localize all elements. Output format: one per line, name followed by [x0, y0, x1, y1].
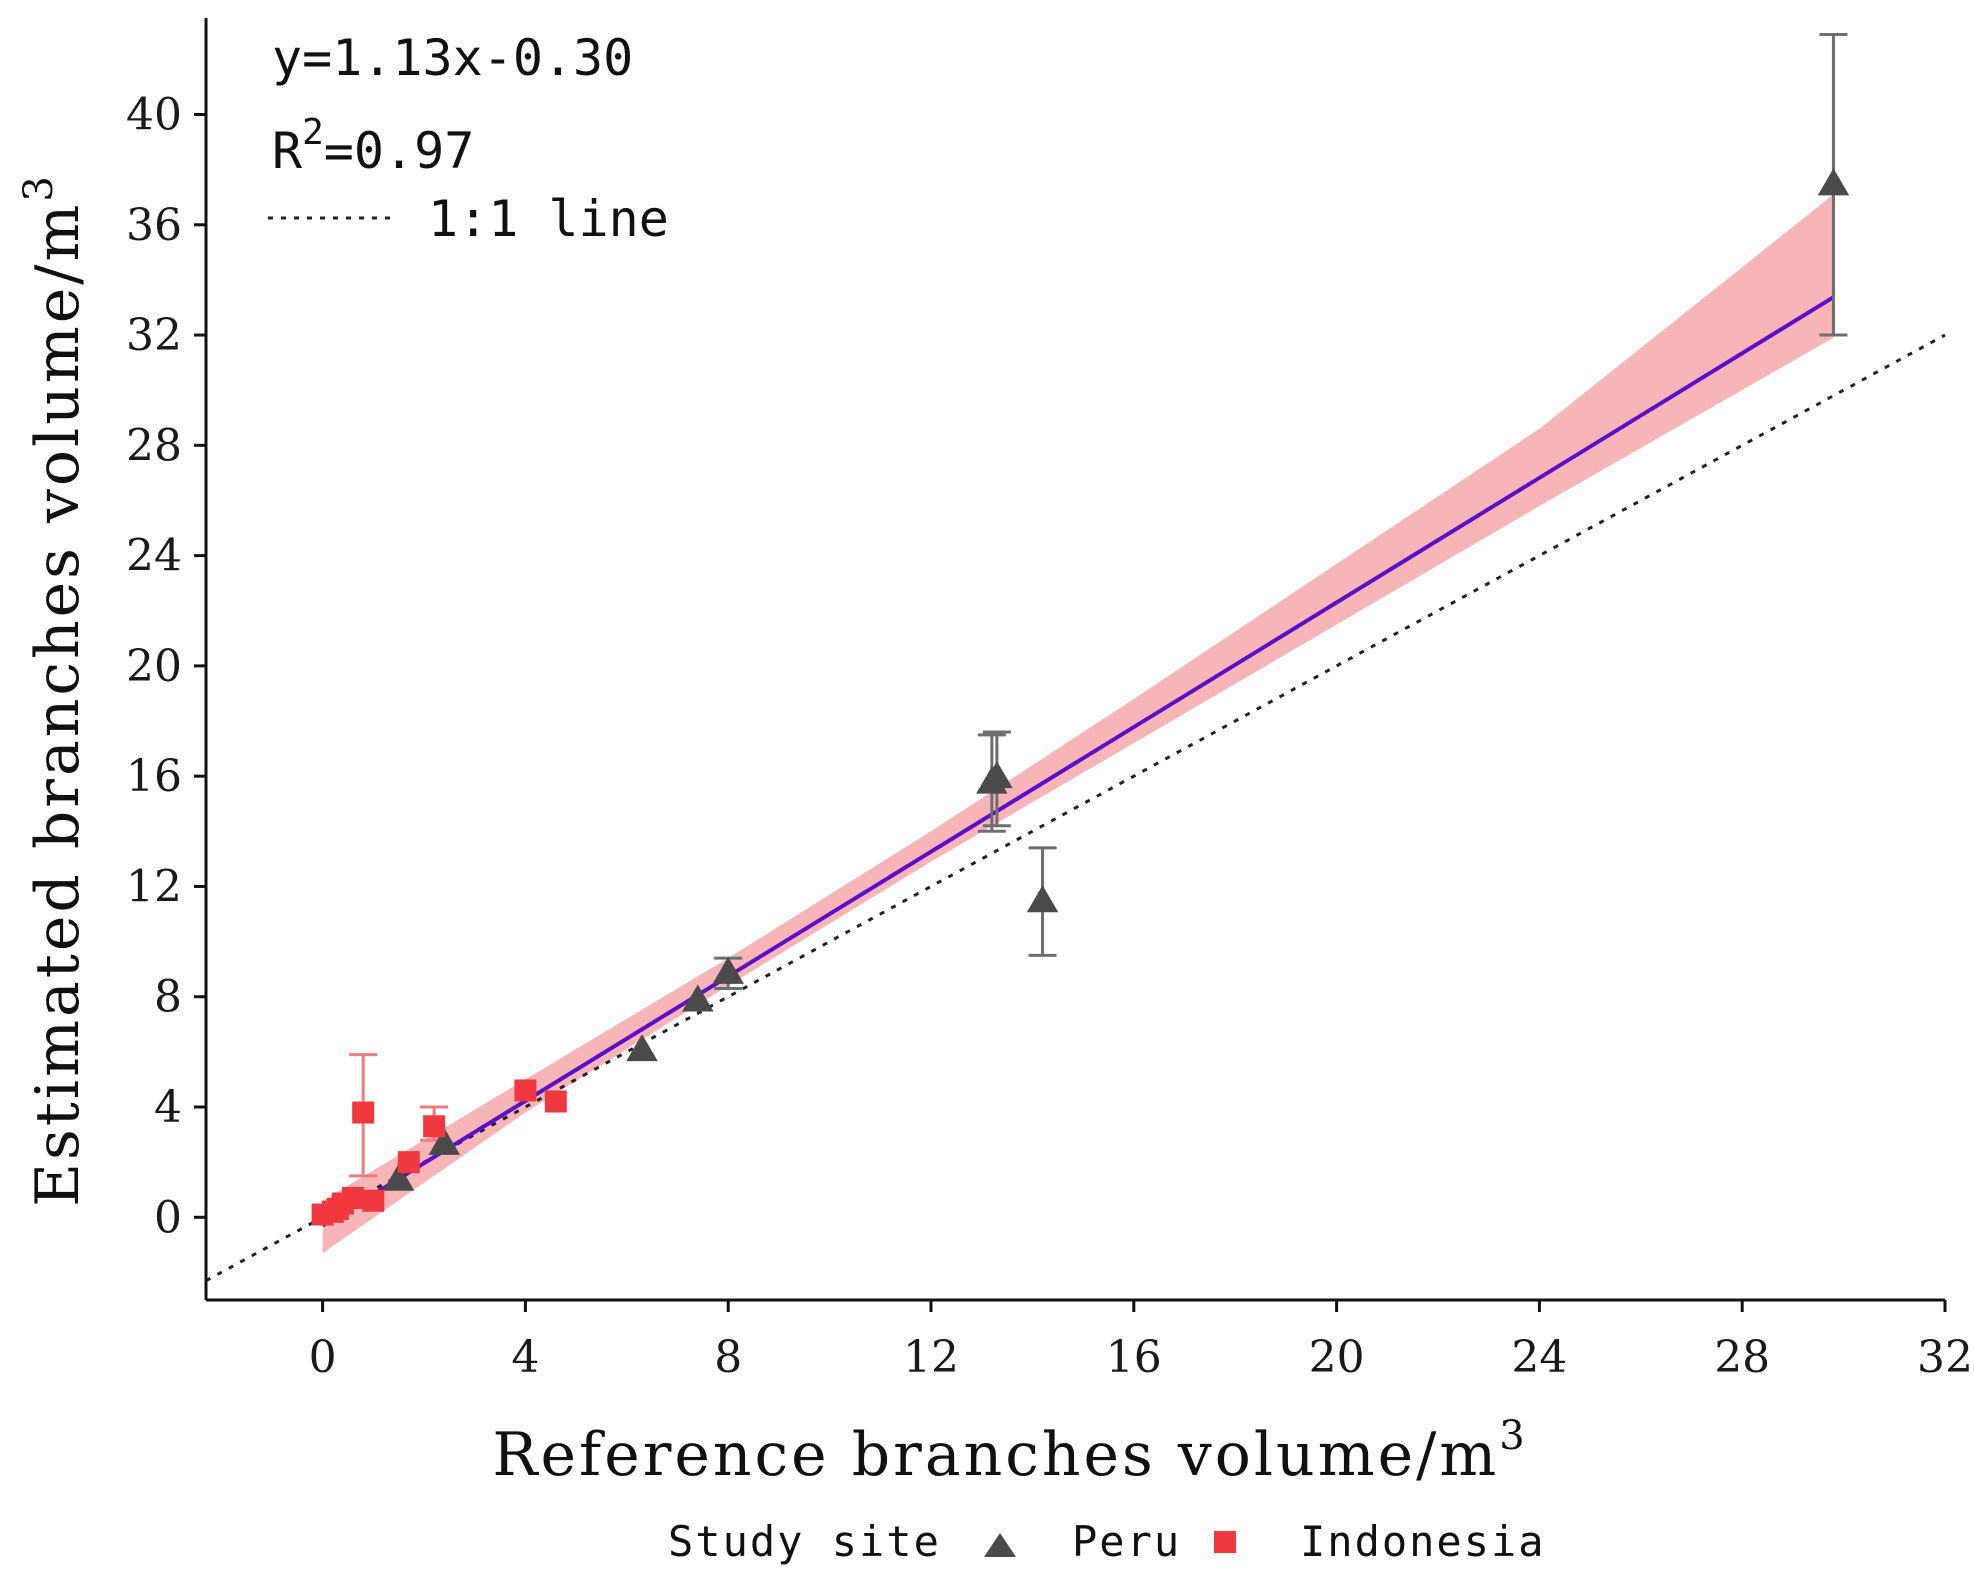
x-tick-label-20: 20 — [1309, 1332, 1365, 1383]
peru-point-4 — [712, 956, 744, 984]
indonesia-point-5 — [352, 1101, 375, 1124]
indonesia-point-7 — [397, 1151, 420, 1174]
x-axis-title-superscript: 3 — [1499, 1413, 1527, 1459]
y-tick-label-36: 36 — [126, 200, 182, 251]
y-tick-label-28: 28 — [126, 420, 182, 471]
y-tick-label-8: 8 — [154, 972, 182, 1023]
points-layer — [311, 168, 1850, 1226]
x-tick-label-0: 0 — [309, 1332, 337, 1383]
regression-line — [321, 295, 1835, 1228]
r-squared-prefix: R — [272, 122, 303, 180]
peru-point-3 — [682, 984, 714, 1012]
legend: Study site Peru Indonesia — [668, 1517, 1546, 1566]
peru-point-2 — [626, 1034, 658, 1062]
legend-title: Study site — [668, 1517, 941, 1566]
peru-point-1 — [428, 1127, 461, 1155]
peru-point-7 — [1026, 885, 1059, 913]
r-squared-superscript: 2 — [302, 112, 324, 153]
indonesia-point-8 — [423, 1115, 446, 1138]
x-tick-label-4: 4 — [511, 1332, 539, 1383]
y-axis-title-text: Estimated branches volume/m — [23, 202, 93, 1207]
y-tick-label-16: 16 — [126, 751, 182, 802]
legend-peru-label: Peru — [1072, 1517, 1181, 1566]
legend-indonesia-marker — [1214, 1531, 1236, 1553]
y-tick-label-20: 20 — [126, 641, 182, 692]
x-tick-label-32: 32 — [1917, 1332, 1973, 1383]
lines-layer — [205, 295, 1946, 1283]
legend-peru-marker — [984, 1533, 1016, 1557]
peru-point-6 — [981, 761, 1013, 789]
legend-indonesia-label: Indonesia — [1300, 1517, 1546, 1566]
one-to-one-legend-label: 1:1 line — [428, 190, 669, 248]
equation-label: y=1.13x-0.30 — [272, 29, 633, 87]
r-squared-label: R2=0.97 — [272, 112, 474, 180]
y-axis-title: Estimated branches volume/m3 — [16, 173, 93, 1207]
y-axis-title-superscript: 3 — [16, 173, 62, 201]
y-tick-label-12: 12 — [126, 861, 182, 912]
x-tick-label-24: 24 — [1511, 1332, 1567, 1383]
peru-point-8 — [1817, 168, 1850, 196]
y-tick-label-0: 0 — [154, 1192, 182, 1243]
y-tick-label-24: 24 — [126, 531, 182, 582]
x-tick-label-28: 28 — [1714, 1332, 1770, 1383]
y-tick-label-4: 4 — [154, 1082, 182, 1133]
indonesia-point-6 — [362, 1189, 385, 1212]
x-tick-label-8: 8 — [714, 1332, 742, 1383]
x-axis-title-text: Reference branches volume/m — [492, 1420, 1499, 1490]
confidence-band — [322, 194, 1834, 1254]
one-to-one-line — [205, 333, 1946, 1283]
r-squared-value: =0.97 — [324, 122, 475, 180]
peru-point-0 — [382, 1163, 415, 1191]
axes-layer: 0 4 8 12 16 20 24 28 32 0 4 8 12 16 20 24 28 32 36 40 — [126, 18, 1973, 1383]
x-axis-title: Reference branches volume/m3 — [492, 1413, 1527, 1490]
y-tick-label-40: 40 — [126, 89, 182, 140]
confidence-band-layer — [322, 194, 1834, 1254]
indonesia-point-9 — [514, 1079, 537, 1102]
y-tick-label-32: 32 — [126, 310, 182, 361]
indonesia-point-10 — [544, 1090, 567, 1113]
x-tick-label-16: 16 — [1106, 1332, 1162, 1383]
x-tick-label-12: 12 — [903, 1332, 959, 1383]
indonesia-point-4 — [342, 1186, 365, 1209]
